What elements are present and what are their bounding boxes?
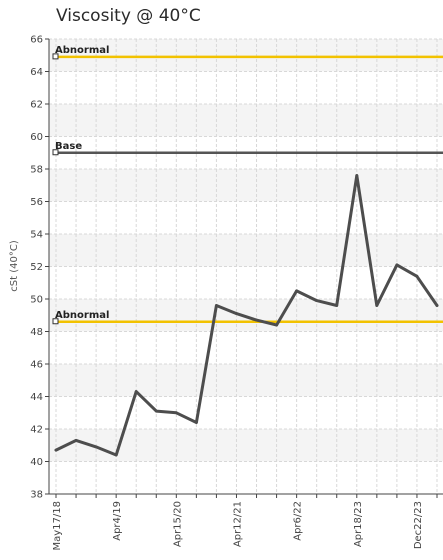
data-point — [134, 390, 138, 394]
grid-band — [49, 364, 443, 397]
series-line — [54, 174, 439, 457]
y-tick-label: 50 — [30, 295, 43, 306]
data-point — [54, 448, 58, 452]
reference-marker — [52, 149, 59, 156]
y-tick-label: 54 — [30, 230, 43, 241]
reference-marker — [52, 318, 59, 325]
data-point — [94, 445, 98, 449]
data-point — [174, 411, 178, 415]
y-tick-label: 56 — [30, 197, 43, 208]
y-tick-label: 48 — [30, 327, 43, 338]
x-tick-labels: May17/18 Apr4/19 Apr15/20 Apr12/21 Apr6/22 Ap… — [52, 501, 424, 551]
y-tick-label: 52 — [30, 262, 43, 273]
data-point — [375, 304, 379, 307]
reference-label: Base — [55, 141, 82, 152]
y-tick-label: 38 — [30, 490, 43, 501]
data-point — [355, 174, 359, 177]
y-tick-label: 42 — [30, 425, 43, 436]
grid-band — [49, 104, 443, 137]
data-point — [114, 453, 118, 457]
y-tick-label: 44 — [30, 392, 43, 403]
y-axis-label: cSt (40°C) — [9, 240, 20, 292]
data-point — [255, 318, 258, 322]
grid-band — [49, 429, 443, 462]
y-tick-label: 60 — [30, 132, 43, 143]
reference-label: Abnormal — [55, 45, 109, 56]
x-tick-label: Apr6/22 — [293, 501, 304, 541]
data-point — [194, 421, 198, 424]
data-point — [74, 438, 78, 442]
y-tick-label: 64 — [30, 67, 43, 78]
data-point — [435, 304, 439, 307]
data-point — [415, 274, 419, 278]
chart-title: Viscosity @ 40°C — [56, 6, 201, 26]
data-point — [395, 263, 399, 267]
grid-band — [49, 234, 443, 267]
reference-label: Abnormal — [55, 310, 109, 321]
x-tick-label: Apr4/19 — [112, 501, 123, 541]
reference-lines: Abnormal Base Abnormal — [52, 45, 443, 325]
data-point — [235, 312, 238, 316]
grid-band — [49, 169, 443, 202]
data-point — [154, 409, 158, 413]
data-point — [275, 323, 278, 327]
x-tick-label: Apr15/20 — [172, 501, 183, 547]
y-tick-label: 62 — [30, 100, 43, 111]
y-tick-label: 46 — [30, 360, 43, 371]
x-tick-label: Apr12/21 — [232, 501, 243, 547]
data-point — [315, 299, 319, 303]
x-tick-label: May17/18 — [52, 501, 63, 551]
data-series — [54, 174, 439, 457]
data-point — [215, 304, 218, 307]
reference-marker — [52, 53, 59, 60]
data-point — [335, 304, 339, 307]
y-tick-label: 40 — [30, 457, 43, 468]
axes — [45, 38, 443, 498]
x-tick-label: Apr18/23 — [353, 501, 364, 547]
y-tick-labels: 38 40 42 44 46 48 50 52 54 56 58 60 62 64 66 — [30, 35, 43, 501]
data-point — [295, 289, 299, 293]
y-tick-label: 58 — [30, 165, 43, 176]
x-tick-label: Dec22/23 — [413, 501, 424, 549]
y-tick-label: 66 — [30, 35, 43, 46]
